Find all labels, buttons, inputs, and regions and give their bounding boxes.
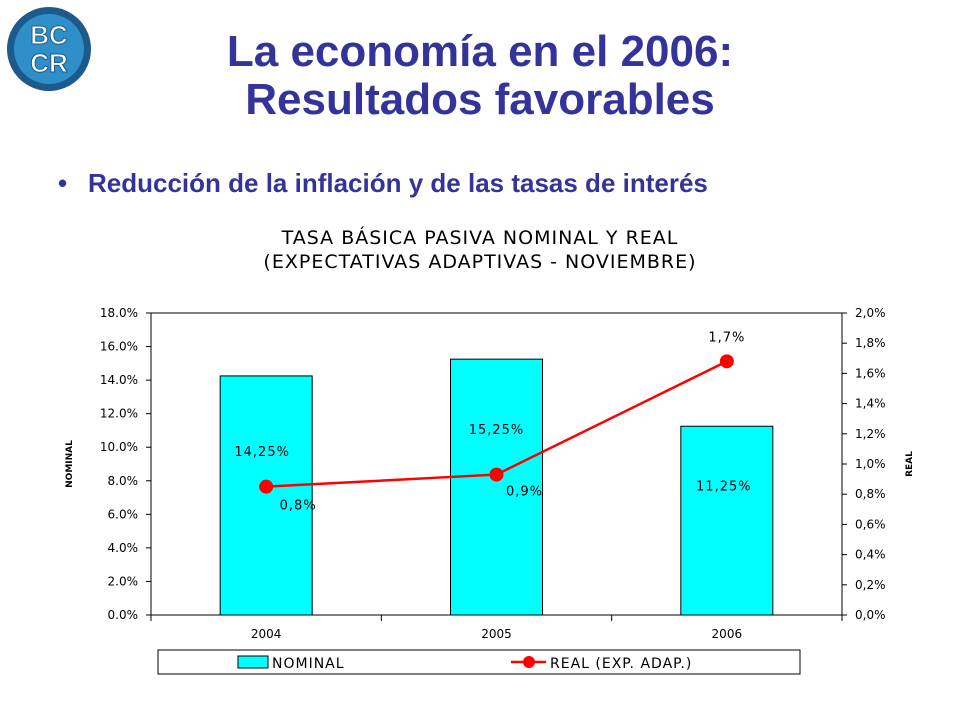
left-tick-label: 10.0% bbox=[100, 440, 138, 454]
left-tick-label: 16.0% bbox=[100, 340, 138, 354]
bar-label-2004: 14,25% bbox=[234, 445, 290, 460]
y-axis-title-left: NOMINAL bbox=[65, 440, 75, 488]
legend-label-nominal: NOMINAL bbox=[272, 656, 345, 672]
x-tick-label: 2005 bbox=[481, 627, 512, 641]
point-real-2005 bbox=[489, 467, 504, 482]
right-tick-label: 0,8% bbox=[855, 487, 886, 501]
right-tick-label: 1,2% bbox=[855, 427, 886, 441]
line-label-2006: 1,7% bbox=[708, 330, 745, 345]
right-tick-label: 1,8% bbox=[855, 336, 886, 350]
right-tick-label: 2,0% bbox=[855, 306, 886, 320]
right-tick-label: 1,0% bbox=[855, 457, 886, 471]
bccr-logo: BC CR bbox=[7, 7, 91, 91]
right-tick-label: 0,6% bbox=[855, 517, 886, 531]
bar-label-2005: 15,25% bbox=[469, 423, 525, 438]
bullet-text: Reducción de la inflación y de las tasas… bbox=[88, 168, 708, 198]
bar-nominal-2006 bbox=[680, 425, 774, 616]
left-tick-label: 4.0% bbox=[108, 541, 139, 555]
logo-text-top: BC bbox=[30, 20, 68, 50]
line-label-2005: 0,9% bbox=[506, 485, 543, 500]
left-tick-label: 8.0% bbox=[108, 474, 139, 488]
bar-label-2006: 11,25% bbox=[696, 479, 752, 494]
right-tick-label: 0,2% bbox=[855, 578, 886, 592]
slide-title-line1: La economía en el 2006: bbox=[226, 27, 734, 76]
logo-text-bottom: CR bbox=[30, 48, 68, 78]
chart-title: TASA BÁSICA PASIVA NOMINAL Y REAL (EXPEC… bbox=[140, 226, 820, 274]
left-tick-label: 2.0% bbox=[108, 574, 139, 588]
left-tick-label: 12.0% bbox=[100, 407, 138, 421]
slide-title: La economía en el 2006: Resultados favor… bbox=[100, 28, 860, 124]
chart-title-line2: (EXPECTATIVAS ADAPTIVAS - NOVIEMBRE) bbox=[263, 251, 697, 273]
left-tick-label: 14.0% bbox=[100, 373, 138, 387]
bar-nominal-2004 bbox=[219, 375, 313, 616]
y-axis-title-right: REAL bbox=[905, 451, 915, 477]
bar-nominal-2005 bbox=[450, 358, 543, 616]
legend-label-real: REAL (EXP. ADAP.) bbox=[550, 656, 692, 672]
left-tick-label: 6.0% bbox=[108, 507, 139, 521]
legend-swatch-nominal bbox=[237, 655, 269, 669]
left-tick-label: 18.0% bbox=[100, 306, 138, 320]
legend-swatch-real-marker bbox=[523, 656, 535, 668]
point-real-2004 bbox=[259, 479, 274, 494]
line-label-2004: 0,8% bbox=[280, 499, 317, 514]
point-real-2006 bbox=[719, 354, 734, 369]
chart-title-line1: TASA BÁSICA PASIVA NOMINAL Y REAL bbox=[281, 227, 679, 249]
right-tick-label: 1,4% bbox=[855, 397, 886, 411]
bullet-dot: • bbox=[58, 168, 68, 198]
bullet-item: • Reducción de la inflación y de las tasa… bbox=[58, 168, 708, 199]
right-tick-label: 0,0% bbox=[855, 608, 886, 622]
right-tick-label: 0,4% bbox=[855, 548, 886, 562]
x-tick-label: 2004 bbox=[251, 627, 282, 641]
x-tick-label: 2006 bbox=[712, 627, 743, 641]
right-tick-label: 1,6% bbox=[855, 366, 886, 380]
left-tick-label: 0.0% bbox=[108, 608, 139, 622]
slide-title-line2: Resultados favorables bbox=[245, 75, 715, 124]
